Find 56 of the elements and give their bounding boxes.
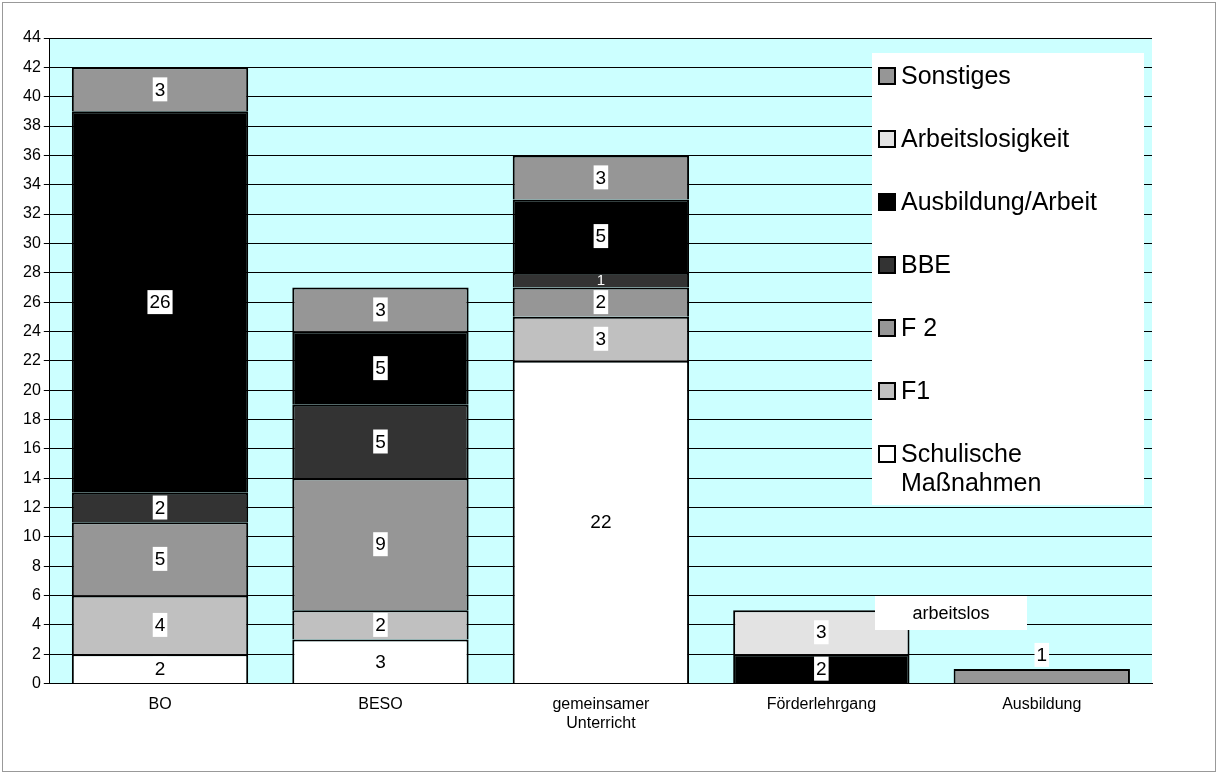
y-tick-label: 40	[23, 87, 41, 105]
y-tick-label: 28	[23, 263, 41, 281]
y-tick-label: 34	[23, 175, 41, 193]
data-label: 3	[816, 621, 827, 643]
data-label: 2	[816, 657, 827, 679]
y-tick-label: 10	[23, 527, 41, 545]
y-tick-label: 14	[23, 468, 41, 486]
legend-label: Schulische Maßnahmen	[901, 439, 1043, 497]
y-tick-label: 30	[23, 233, 41, 251]
data-label: 1	[596, 271, 606, 289]
data-label: 3	[375, 298, 386, 320]
x-tick-label: Ausbildung	[1002, 694, 1082, 712]
x-tick-label: Förderlehrgang	[766, 694, 877, 712]
x-tick-label: BESO	[358, 694, 403, 712]
data-label: 2	[375, 614, 386, 636]
data-label: 3	[595, 328, 607, 350]
data-label: 3	[154, 78, 166, 100]
data-label: 22	[590, 511, 612, 533]
y-tick-label: 6	[31, 585, 41, 603]
y-tick-label: 0	[31, 674, 41, 692]
data-label: 5	[154, 548, 166, 570]
legend-label: F1	[901, 376, 931, 405]
y-tick-label: 2	[31, 644, 41, 662]
data-label: 9	[375, 533, 386, 555]
y-tick-label: 44	[23, 28, 41, 46]
legend-label: Arbeitslosigkeit	[901, 124, 1070, 153]
y-tick-label: 18	[23, 409, 41, 427]
data-label: 5	[595, 225, 607, 247]
y-tick-label: 4	[31, 615, 41, 633]
legend-label: Ausbildung/Arbeit	[901, 187, 1097, 216]
y-tick-label: 42	[23, 57, 41, 75]
legend-label: BBE	[901, 250, 952, 279]
x-tick-label: BO	[148, 694, 172, 712]
data-label: 2	[154, 496, 166, 518]
y-tick-label: 24	[23, 321, 41, 339]
legend-label: F 2	[901, 313, 938, 342]
y-tick-label: 26	[23, 292, 41, 310]
y-tick-label: 12	[23, 497, 41, 515]
data-label: 1	[1036, 644, 1048, 666]
data-label: 2	[595, 291, 607, 313]
data-label: 3	[595, 166, 607, 188]
y-tick-label: 38	[23, 116, 41, 134]
data-label: 5	[375, 430, 386, 452]
y-tick-label: 22	[23, 351, 41, 369]
data-label: 3	[375, 650, 386, 672]
data-label: 2	[154, 657, 166, 679]
x-tick-label: gemeinsamer Unterricht	[552, 694, 651, 731]
y-tick-label: 8	[31, 556, 41, 574]
data-label: 4	[154, 614, 166, 636]
y-tick-label: 36	[23, 145, 41, 163]
y-tick-label: 16	[23, 439, 41, 457]
data-label: 5	[375, 357, 386, 379]
y-tick-label: 20	[23, 380, 41, 398]
y-tick-label: 32	[23, 204, 41, 222]
data-label: 26	[149, 291, 171, 313]
legend-label: Sonstiges	[901, 61, 1011, 90]
